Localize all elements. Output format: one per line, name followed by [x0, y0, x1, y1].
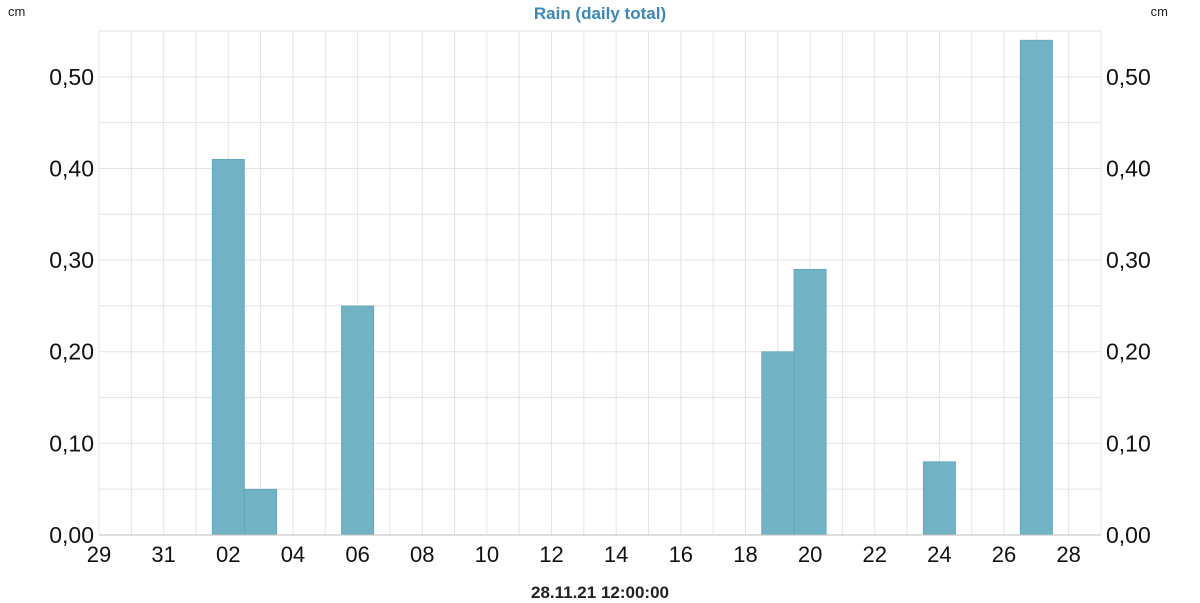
x-tick: 10	[475, 542, 499, 567]
x-tick: 18	[733, 542, 757, 567]
x-tick: 20	[798, 542, 822, 567]
y-tick-labels-left: 0,00 0,10 0,20 0,30 0,40 0,50	[49, 64, 94, 548]
bar-27	[1019, 39, 1053, 536]
y-tick-right: 0,40	[1106, 155, 1151, 181]
bar-20	[793, 268, 827, 536]
x-tick: 16	[669, 542, 693, 567]
y-tick-left: 0,20	[49, 339, 94, 365]
y-tick-left: 0,00	[49, 522, 94, 548]
bar-06	[341, 305, 375, 536]
x-tick: 02	[216, 542, 240, 567]
grid-lines	[98, 30, 1102, 536]
x-tick: 31	[151, 542, 175, 567]
x-tick: 24	[927, 542, 951, 567]
y-axis-unit-right: cm	[1150, 4, 1168, 19]
x-tick: 14	[604, 542, 628, 567]
bar-02	[211, 158, 245, 536]
y-tick-left: 0,10	[49, 430, 94, 456]
bar-19	[761, 351, 795, 536]
y-tick-labels-right: 0,00 0,10 0,20 0,30 0,40 0,50	[1106, 64, 1151, 548]
x-tick-labels: 29 31 02 04 06 08 10 12 14 16 18 20 22 24 26 28	[87, 542, 1081, 567]
x-tick: 06	[345, 542, 369, 567]
x-tick: 04	[281, 542, 305, 567]
x-tick: 28	[1056, 542, 1080, 567]
y-tick-right: 0,30	[1106, 247, 1151, 273]
y-axis-unit-left: cm	[8, 4, 26, 19]
y-tick-right: 0,20	[1106, 339, 1151, 365]
timestamp-label: 28.11.21 12:00:00	[530, 583, 669, 602]
bars	[211, 39, 1053, 536]
y-tick-right: 0,50	[1106, 64, 1151, 90]
y-tick-right: 0,00	[1106, 522, 1151, 548]
y-tick-left: 0,40	[49, 155, 94, 181]
chart-title: Rain (daily total)	[533, 4, 667, 23]
y-tick-left: 0,30	[49, 247, 94, 273]
x-tick: 12	[539, 542, 563, 567]
y-tick-right: 0,10	[1106, 430, 1151, 456]
x-tick: 22	[862, 542, 886, 567]
bar-24	[922, 461, 956, 536]
x-tick: 08	[410, 542, 434, 567]
bar-03	[244, 488, 278, 536]
x-tick: 29	[87, 542, 111, 567]
x-tick: 26	[992, 542, 1016, 567]
y-tick-left: 0,50	[49, 64, 94, 90]
